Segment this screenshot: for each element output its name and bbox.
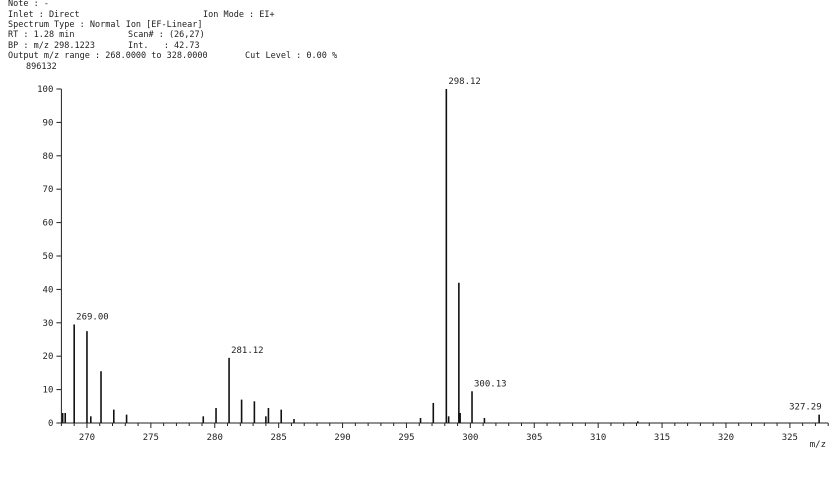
y-tick-label: 40	[43, 285, 54, 295]
cut-level: Cut Level : 0.00 %	[245, 51, 338, 61]
x-tick-label: 275	[143, 433, 159, 443]
y-tick-label: 0	[48, 419, 53, 429]
peak-label: 327.29	[789, 403, 822, 413]
x-tick-label: 285	[271, 433, 287, 443]
x-tick-label: 315	[654, 433, 670, 443]
x-tick-label: 320	[718, 433, 734, 443]
base-peak: BP : m/z 298.1223	[8, 41, 95, 51]
y-tick-label: 90	[43, 118, 54, 128]
x-tick-label: 280	[207, 433, 223, 443]
peak-label: 269.00	[76, 312, 109, 322]
mz-range: Output m/z range : 268.0000 to 328.0000	[8, 51, 208, 61]
peak-label: 300.13	[474, 379, 507, 389]
spectrum-type: Spectrum Type : Normal Ion [EF-Linear]	[8, 20, 203, 30]
inlet: Inlet : Direct	[8, 10, 80, 20]
peak-label: 298.12	[448, 77, 481, 87]
x-tick-label: 290	[334, 433, 350, 443]
x-axis-label: m/z	[810, 440, 826, 450]
y-tick-label: 30	[43, 319, 54, 329]
y-tick-label: 100	[37, 85, 53, 95]
intensity: Int. : 42.73	[128, 41, 200, 51]
x-tick-label: 270	[79, 433, 95, 443]
y-tick-label: 70	[43, 185, 54, 195]
y-tick-label: 60	[43, 219, 54, 229]
note: Note : -	[8, 0, 49, 9]
x-tick-label: 310	[590, 433, 606, 443]
x-tick-label: 305	[526, 433, 542, 443]
retention-time: RT : 1.28 min	[8, 30, 75, 40]
ion-mode: Ion Mode : EI+	[203, 10, 275, 20]
max-count: 896132	[26, 62, 57, 72]
x-tick-label: 295	[398, 433, 414, 443]
y-tick-label: 20	[43, 352, 54, 362]
x-tick-label: 325	[782, 433, 798, 443]
y-tick-label: 80	[43, 152, 54, 162]
y-tick-label: 50	[43, 252, 54, 262]
scan-number: Scan# : (26,27)	[128, 30, 205, 40]
peak-label: 281.12	[231, 346, 264, 356]
x-tick-label: 300	[462, 433, 478, 443]
y-tick-label: 10	[43, 386, 54, 396]
